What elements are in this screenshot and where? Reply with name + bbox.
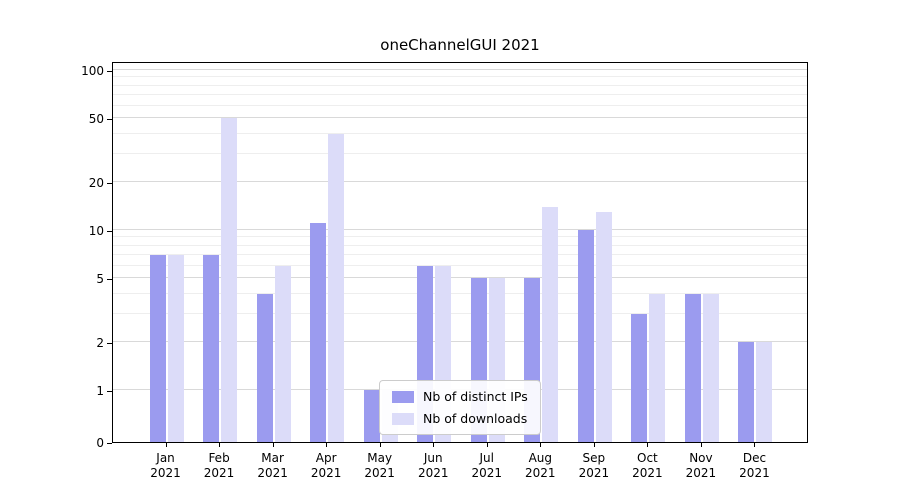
gridline-major bbox=[113, 277, 807, 279]
gridline-major bbox=[113, 69, 807, 70]
bar bbox=[542, 206, 559, 442]
bar bbox=[702, 293, 719, 442]
x-tick-mark bbox=[433, 443, 435, 447]
x-tick-label: Jul 2021 bbox=[471, 451, 503, 480]
y-tick-mark bbox=[107, 231, 112, 232]
bar bbox=[149, 254, 166, 442]
x-tick-mark bbox=[379, 443, 381, 447]
x-tick-label: Dec 2021 bbox=[739, 451, 770, 480]
bar bbox=[310, 223, 327, 442]
x-tick-label: May 2021 bbox=[364, 451, 395, 480]
legend-swatch-distinct-ips bbox=[392, 390, 414, 403]
x-tick-label: Nov 2021 bbox=[685, 451, 717, 480]
y-tick-label: 100 bbox=[81, 64, 104, 78]
y-tick-label: 20 bbox=[88, 175, 104, 190]
gridline-minor bbox=[113, 76, 807, 78]
x-tick-mark bbox=[165, 443, 167, 447]
gridline-minor bbox=[113, 264, 807, 266]
x-tick-mark bbox=[326, 443, 328, 447]
bar bbox=[631, 313, 648, 442]
bar bbox=[256, 293, 273, 442]
x-tick-mark bbox=[219, 443, 221, 447]
x-tick-label: Feb 2021 bbox=[203, 451, 235, 480]
y-tick-label: 5 bbox=[96, 272, 104, 287]
y-tick-label: 2 bbox=[96, 335, 104, 350]
legend-item-distinct-ips: Nb of distinct IPs bbox=[392, 389, 528, 404]
legend-label-distinct-ips: Nb of distinct IPs bbox=[423, 389, 528, 404]
bar bbox=[684, 293, 701, 442]
gridline-major bbox=[113, 340, 807, 342]
bar bbox=[274, 265, 291, 442]
legend: Nb of distinct IPs Nb of downloads bbox=[379, 380, 541, 435]
x-tick-label: Mar 2021 bbox=[257, 451, 288, 480]
y-tick-mark bbox=[107, 71, 112, 72]
gridline-minor bbox=[113, 244, 807, 246]
gridline-major bbox=[113, 180, 807, 182]
gridline-minor bbox=[113, 152, 807, 154]
legend-item-downloads: Nb of downloads bbox=[392, 411, 528, 426]
bar bbox=[328, 133, 345, 442]
bar bbox=[363, 390, 380, 442]
legend-swatch-downloads bbox=[392, 412, 414, 425]
plot-area: Nb of distinct IPs Nb of downloads bbox=[112, 62, 808, 443]
x-tick-mark bbox=[540, 443, 542, 447]
gridline-minor bbox=[113, 312, 807, 314]
gridline-minor bbox=[113, 236, 807, 238]
y-tick-label: 1 bbox=[96, 384, 104, 398]
bar bbox=[738, 341, 755, 442]
x-tick-label: Apr 2021 bbox=[310, 451, 342, 480]
gridline-minor bbox=[113, 253, 807, 255]
bar bbox=[221, 118, 238, 442]
gridline-minor bbox=[113, 132, 807, 134]
x-tick-label: Jan 2021 bbox=[150, 451, 181, 480]
gridline-minor bbox=[113, 292, 807, 294]
bar bbox=[577, 230, 594, 442]
x-tick-mark bbox=[700, 443, 702, 447]
gridline-major bbox=[113, 117, 807, 119]
x-tick-label: Sep 2021 bbox=[578, 451, 610, 480]
x-tick-label: Oct 2021 bbox=[632, 451, 663, 480]
y-tick-mark bbox=[107, 279, 112, 281]
y-tick-mark bbox=[107, 443, 112, 444]
y-tick-mark bbox=[107, 182, 112, 184]
gridline-minor bbox=[113, 93, 807, 95]
gridline-minor bbox=[113, 104, 807, 106]
gridline-minor bbox=[113, 84, 807, 86]
bar bbox=[167, 254, 184, 442]
x-tick-mark bbox=[647, 443, 649, 447]
y-tick-mark bbox=[107, 342, 112, 344]
x-tick-mark bbox=[486, 443, 488, 447]
x-tick-mark bbox=[272, 443, 274, 447]
x-tick-mark bbox=[754, 443, 756, 447]
x-tick-label: Aug 2021 bbox=[525, 451, 556, 480]
y-tick-mark bbox=[107, 391, 112, 392]
x-tick-label: Jun 2021 bbox=[417, 451, 449, 480]
bar bbox=[649, 293, 666, 442]
bar bbox=[756, 341, 773, 442]
y-tick-label: 0 bbox=[96, 436, 104, 450]
chart-title: oneChannelGUI 2021 bbox=[380, 36, 540, 54]
y-tick-label: 10 bbox=[88, 224, 104, 238]
bar bbox=[595, 211, 612, 442]
y-tick-mark bbox=[107, 119, 112, 121]
y-tick-label: 50 bbox=[88, 112, 104, 127]
legend-label-downloads: Nb of downloads bbox=[423, 411, 528, 426]
gridline-major bbox=[113, 229, 807, 230]
x-tick-mark bbox=[593, 443, 595, 447]
bar bbox=[203, 254, 220, 442]
